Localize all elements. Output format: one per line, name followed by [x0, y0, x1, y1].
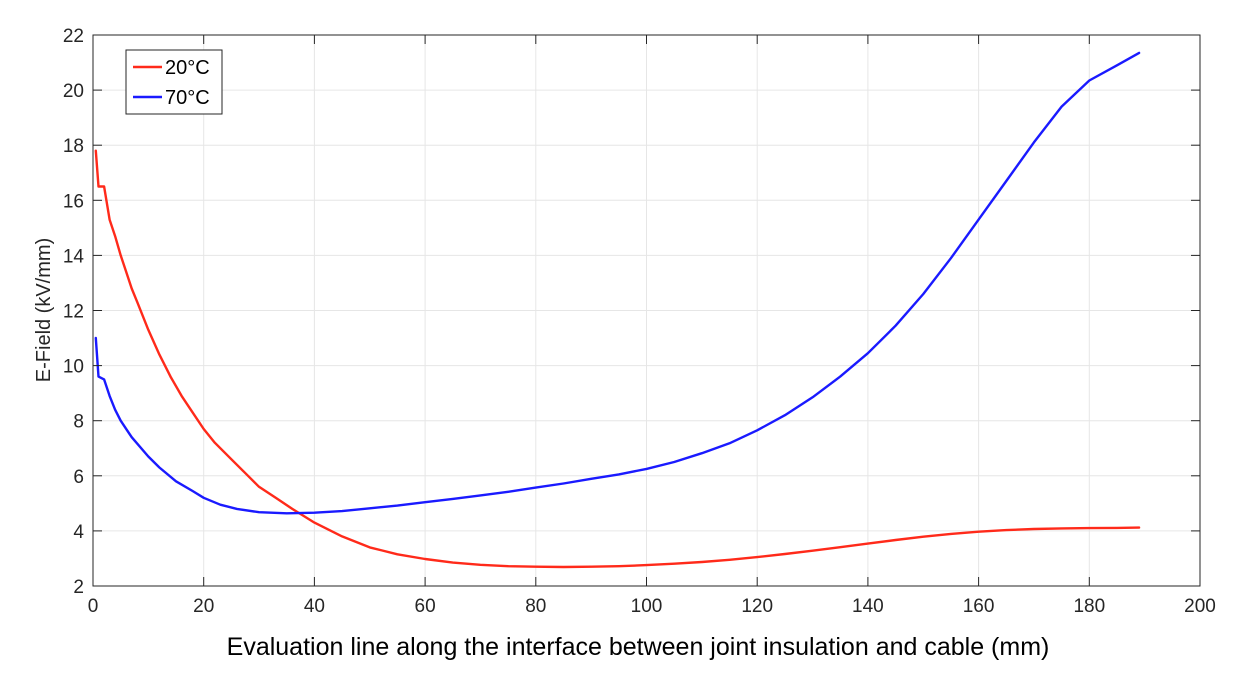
y-tick-label: 6: [73, 467, 84, 488]
x-axis-label: Evaluation line along the interface betw…: [227, 633, 1050, 661]
legend: 20°C 70°C: [125, 49, 223, 115]
x-tick-label: 160: [963, 596, 995, 617]
x-tick-label: 100: [631, 596, 663, 617]
x-tick-label: 40: [304, 596, 325, 617]
y-tick-label: 2: [73, 577, 84, 598]
legend-label-70c: 70°C: [165, 87, 210, 109]
x-tick-label: 20: [193, 596, 214, 617]
legend-box: [125, 49, 223, 115]
x-tick-label: 60: [415, 596, 436, 617]
series-lines: [94, 51, 1141, 569]
y-axis-label: E-Field (kV/mm): [33, 238, 55, 382]
x-tick-label: 120: [741, 596, 773, 617]
x-tick-label: 0: [88, 596, 99, 617]
y-tick-label: 22: [63, 26, 84, 47]
y-tick-label: 10: [63, 357, 84, 378]
x-tick-label: 140: [852, 596, 884, 617]
y-tick-label: 4: [73, 522, 84, 543]
y-tick-label: 18: [63, 136, 84, 157]
x-tick-label: 180: [1073, 596, 1105, 617]
x-tick-label: 200: [1184, 596, 1216, 617]
y-tick-label: 12: [63, 302, 84, 323]
x-tick-label: 80: [525, 596, 546, 617]
series-line-20c: [94, 149, 1141, 569]
y-tick-label: 20: [63, 81, 84, 102]
legend-label-20c: 20°C: [165, 57, 210, 79]
y-axis-ticks: 2 4 6 8 10 12 14 16 18 20 22: [63, 26, 1200, 598]
series-line-70c: [94, 51, 1141, 515]
y-tick-label: 16: [63, 191, 84, 212]
y-tick-label: 8: [73, 412, 84, 433]
y-tick-label: 14: [63, 246, 85, 267]
x-axis-ticks: 0 20 40 60 80 100 120 140 160 180 200: [88, 35, 1216, 617]
